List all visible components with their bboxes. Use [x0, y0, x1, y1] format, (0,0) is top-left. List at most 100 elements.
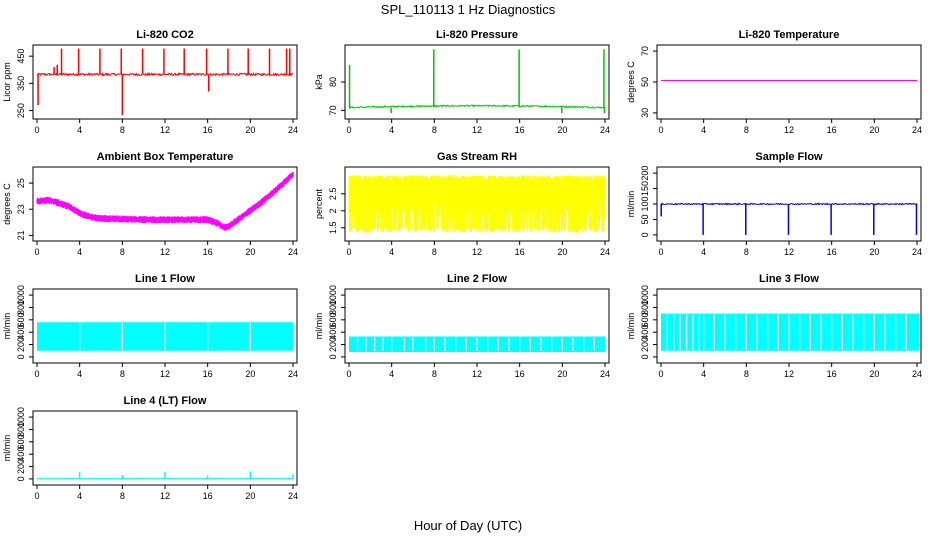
panel-line2: Line 2 Flow ml/min 0 4 8 12 16 20 24 0 20040060080…	[314, 273, 610, 379]
x-tick-label: 24	[288, 491, 298, 501]
y-tick-label: 100	[640, 196, 650, 211]
panel-frame-line4	[32, 410, 298, 486]
y-tick-label: 2.5	[328, 188, 338, 201]
x-tick-label: 20	[245, 369, 255, 379]
panel-title-line1: Line 1 Flow	[135, 273, 195, 285]
series-line-co2	[36, 71, 294, 77]
y-tick-label: 80	[328, 77, 338, 87]
x-tick-label: 0	[346, 369, 351, 379]
figure-title: SPL_110113 1 Hz Diagnostics	[380, 2, 556, 17]
x-tick-label: 0	[658, 125, 663, 135]
y-axis-label-box_temp: degrees C	[2, 183, 12, 225]
y-tick-label: 400	[328, 325, 338, 340]
y-tick-label: 50	[640, 77, 650, 87]
y-tick-label: 70	[640, 46, 650, 56]
panel-frame-sample_flow	[656, 166, 922, 242]
x-tick-label: 24	[288, 247, 298, 257]
x-tick-label: 0	[34, 491, 39, 501]
panel-title-sample_flow: Sample Flow	[755, 151, 823, 163]
x-tick-label: 20	[869, 125, 879, 135]
y-tick-label: 23	[16, 204, 26, 214]
y-tick-label: 21	[16, 230, 26, 240]
y-tick-label: 800	[16, 422, 26, 437]
x-tick-label: 24	[288, 369, 298, 379]
x-tick-label: 4	[701, 369, 706, 379]
series-line-pressure	[348, 104, 606, 109]
panel-pressure: Li-820 Pressure kPa 0 4 8 12 16 20 24 70 80	[314, 29, 610, 135]
panel-line3: Line 3 Flow ml/min 0 4 8 12 16 20 24 0 20040060080…	[626, 273, 922, 379]
x-tick-label: 8	[120, 247, 125, 257]
panel-title-rh: Gas Stream RH	[437, 151, 517, 163]
panel-title-box_temp: Ambient Box Temperature	[97, 151, 234, 163]
y-tick-label: 1000	[16, 285, 26, 305]
x-tick-label: 4	[701, 125, 706, 135]
y-tick-label: 400	[16, 325, 26, 340]
x-tick-label: 20	[245, 125, 255, 135]
panel-title-pressure: Li-820 Pressure	[436, 29, 518, 41]
panel-frame-licor_temp	[656, 44, 922, 120]
y-tick-label: 1000	[640, 285, 650, 305]
x-tick-label: 8	[744, 247, 749, 257]
x-tick-label: 24	[600, 247, 610, 257]
x-tick-label: 0	[658, 247, 663, 257]
series-noise-rh	[348, 175, 606, 233]
x-tick-label: 20	[557, 369, 567, 379]
x-tick-label: 12	[784, 125, 794, 135]
x-tick-label: 20	[869, 369, 879, 379]
x-tick-label: 12	[784, 247, 794, 257]
series-band-box_temp	[36, 172, 294, 231]
panel-line4: Line 4 (LT) Flow ml/min 0 4 8 12 16 20 24 0 200400…	[2, 395, 298, 501]
x-tick-label: 24	[912, 125, 922, 135]
x-axis-title: Hour of Day (UTC)	[413, 518, 523, 533]
y-axis-label-line1: ml/min	[2, 313, 12, 340]
x-tick-label: 4	[77, 491, 82, 501]
x-tick-label: 16	[515, 369, 525, 379]
panel-frame-line2	[344, 288, 610, 364]
y-tick-label: 200	[16, 337, 26, 352]
panel-frame-rh	[344, 166, 610, 242]
x-tick-label: 12	[472, 369, 482, 379]
x-tick-label: 4	[77, 125, 82, 135]
y-axis-label-pressure: kPa	[314, 74, 324, 90]
y-axis-label-line2: ml/min	[314, 313, 324, 340]
x-tick-label: 16	[827, 125, 837, 135]
x-tick-label: 8	[744, 369, 749, 379]
x-tick-label: 8	[432, 369, 437, 379]
x-tick-label: 24	[600, 125, 610, 135]
x-tick-label: 4	[389, 125, 394, 135]
x-tick-label: 20	[557, 247, 567, 257]
x-tick-label: 4	[701, 247, 706, 257]
y-tick-label: 0	[328, 354, 338, 359]
x-tick-label: 16	[203, 125, 213, 135]
panel-frame-line1	[32, 288, 298, 364]
y-tick-label: 25	[16, 178, 26, 188]
x-tick-label: 8	[432, 247, 437, 257]
y-tick-label: 200	[328, 337, 338, 352]
y-tick-label: 1.5	[328, 222, 338, 235]
x-tick-label: 0	[346, 247, 351, 257]
x-tick-label: 0	[34, 125, 39, 135]
panel-frame-pressure	[344, 44, 610, 120]
x-tick-label: 4	[389, 247, 394, 257]
x-tick-label: 0	[34, 247, 39, 257]
y-tick-label: 800	[16, 300, 26, 315]
x-tick-label: 12	[160, 491, 170, 501]
panel-frame-line3	[656, 288, 922, 364]
x-tick-label: 12	[160, 369, 170, 379]
y-tick-label: 350	[16, 76, 26, 91]
y-tick-label: 0	[16, 354, 26, 359]
x-tick-label: 16	[827, 247, 837, 257]
y-tick-label: 250	[16, 103, 26, 118]
y-tick-label: 600	[16, 312, 26, 327]
x-tick-label: 12	[160, 125, 170, 135]
x-tick-label: 12	[160, 247, 170, 257]
y-tick-label: 150	[640, 181, 650, 196]
panel-rh: Gas Stream RH percent 0 4 8 12 16 20 24 1.5 2 2.5	[314, 151, 610, 257]
y-tick-label: 70	[328, 105, 338, 115]
x-tick-label: 24	[288, 125, 298, 135]
y-tick-label: 400	[16, 447, 26, 462]
panel-title-co2: Li-820 CO2	[136, 29, 193, 41]
x-tick-label: 8	[120, 125, 125, 135]
